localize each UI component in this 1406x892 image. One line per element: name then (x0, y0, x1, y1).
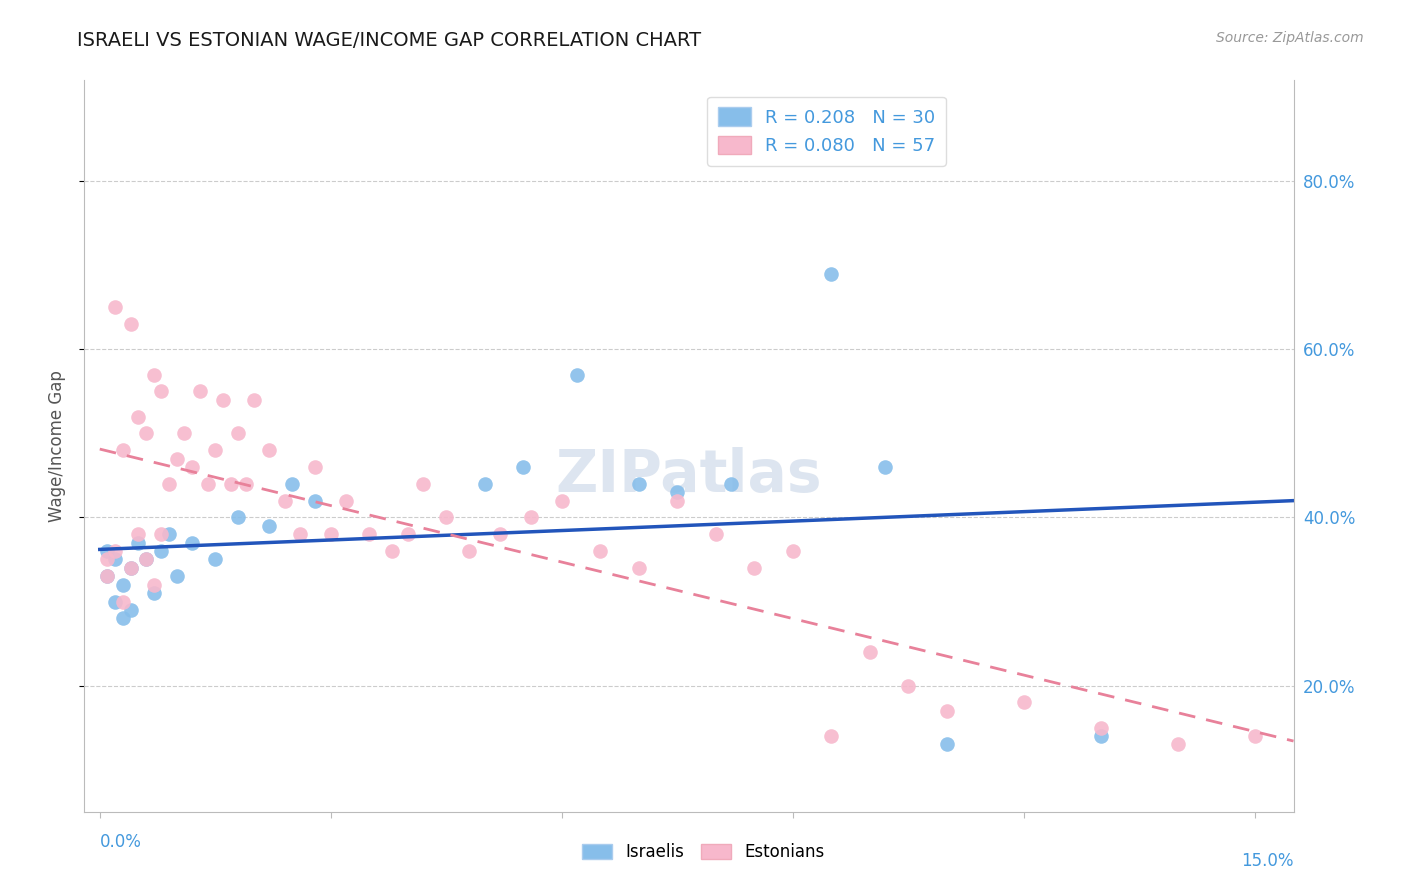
Point (1012, 695, 1035, 709)
Point (135, 552, 157, 566)
Point (820, 729, 842, 743)
Point (96, 569, 118, 583)
Point (820, 267, 842, 281)
Point (666, 493, 689, 508)
Point (257, 519, 280, 533)
Point (627, 476, 650, 491)
Text: ZIPatlas: ZIPatlas (555, 447, 823, 504)
Text: 0.0%: 0.0% (100, 833, 142, 851)
Point (135, 426, 157, 441)
Point (111, 611, 134, 625)
Point (782, 544, 804, 558)
Point (936, 738, 959, 752)
Point (897, 679, 920, 693)
Point (235, 476, 257, 491)
Point (458, 544, 481, 558)
Point (181, 460, 204, 475)
Point (127, 409, 149, 424)
Point (288, 527, 311, 541)
Point (104, 300, 127, 314)
Point (396, 527, 419, 541)
Point (212, 392, 235, 407)
Point (304, 460, 326, 475)
Point (104, 594, 127, 608)
Point (666, 485, 689, 500)
Point (257, 443, 280, 458)
Point (567, 368, 589, 382)
Legend: R = 0.208   N = 30, R = 0.080   N = 57: R = 0.208 N = 30, R = 0.080 N = 57 (707, 96, 946, 166)
Point (1167, 738, 1189, 752)
Point (243, 392, 266, 407)
Point (412, 476, 434, 491)
Point (166, 451, 188, 466)
Point (150, 384, 173, 399)
Text: ISRAELI VS ESTONIAN WAGE/INCOME GAP CORRELATION CHART: ISRAELI VS ESTONIAN WAGE/INCOME GAP CORR… (77, 31, 702, 50)
Point (589, 544, 612, 558)
Point (219, 476, 242, 491)
Point (181, 535, 204, 549)
Point (166, 569, 188, 583)
Point (1090, 729, 1112, 743)
Y-axis label: Wage/Income Gap: Wage/Income Gap (48, 370, 66, 522)
Point (859, 645, 882, 659)
Point (150, 527, 173, 541)
Point (1090, 721, 1112, 735)
Point (197, 476, 219, 491)
Text: 15.0%: 15.0% (1241, 852, 1294, 870)
Point (204, 552, 226, 566)
Point (127, 535, 149, 549)
Point (627, 561, 650, 575)
Point (135, 552, 157, 566)
Text: Source: ZipAtlas.com: Source: ZipAtlas.com (1216, 31, 1364, 45)
Point (720, 476, 742, 491)
Point (173, 426, 195, 441)
Point (150, 544, 173, 558)
Point (96, 569, 118, 583)
Point (551, 493, 574, 508)
Point (96, 552, 118, 566)
Point (520, 510, 543, 524)
Point (157, 476, 180, 491)
Point (142, 578, 165, 592)
Point (335, 493, 357, 508)
Point (188, 384, 211, 399)
Point (96, 544, 118, 558)
Point (142, 586, 165, 600)
Point (319, 527, 342, 541)
Point (281, 476, 304, 491)
Point (434, 510, 457, 524)
Point (512, 460, 534, 475)
Point (304, 493, 326, 508)
Point (489, 527, 512, 541)
Point (111, 443, 134, 458)
Point (142, 368, 165, 382)
Point (875, 460, 897, 475)
Point (1244, 729, 1267, 743)
Point (111, 578, 134, 592)
Point (157, 527, 180, 541)
Point (120, 561, 142, 575)
Point (204, 443, 226, 458)
Point (474, 476, 496, 491)
Point (120, 317, 142, 331)
Point (104, 552, 127, 566)
Point (381, 544, 404, 558)
Point (744, 561, 766, 575)
Point (936, 704, 959, 718)
Point (273, 493, 295, 508)
Point (104, 544, 127, 558)
Point (120, 561, 142, 575)
Point (359, 527, 381, 541)
Legend: Israelis, Estonians: Israelis, Estonians (575, 837, 831, 868)
Point (228, 510, 250, 524)
Point (111, 594, 134, 608)
Point (120, 603, 142, 617)
Point (127, 527, 149, 541)
Point (704, 527, 727, 541)
Point (228, 426, 250, 441)
